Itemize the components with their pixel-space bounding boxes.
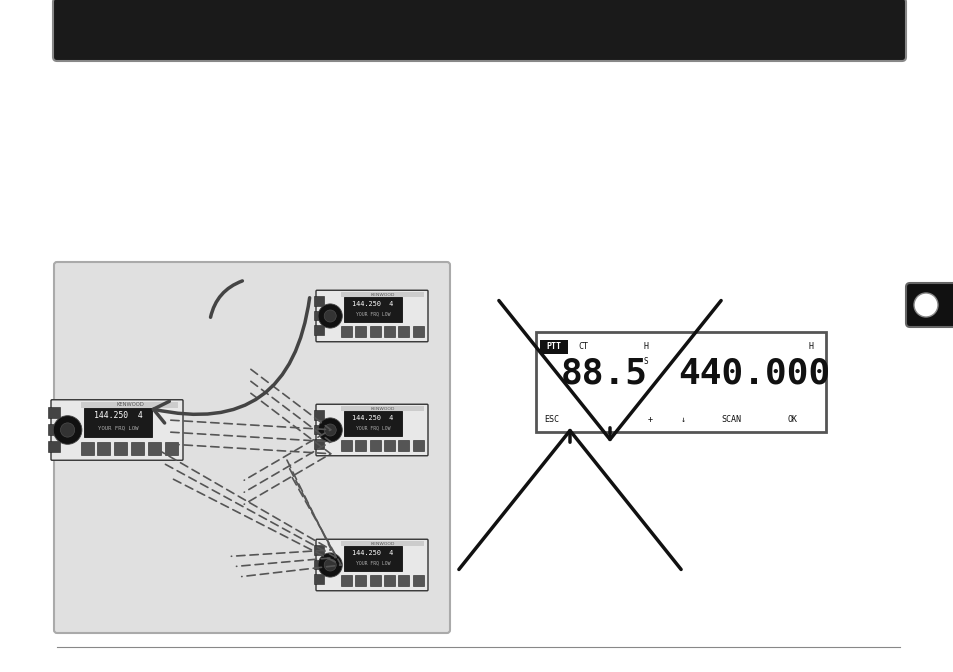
- Bar: [413, 575, 423, 586]
- Circle shape: [324, 559, 335, 571]
- Text: YOUR FRQ LOW: YOUR FRQ LOW: [355, 560, 390, 566]
- Text: 144.250  4: 144.250 4: [93, 411, 143, 421]
- Bar: [165, 442, 178, 454]
- Bar: [49, 423, 60, 435]
- Text: 144.250  4: 144.250 4: [352, 550, 394, 556]
- Bar: [80, 442, 93, 454]
- Circle shape: [317, 418, 342, 442]
- Bar: [314, 325, 324, 335]
- Circle shape: [324, 310, 335, 322]
- Bar: [314, 439, 324, 449]
- Text: S: S: [643, 358, 648, 366]
- Bar: [398, 575, 409, 586]
- Text: KENWOOD: KENWOOD: [116, 403, 144, 407]
- Bar: [49, 441, 60, 452]
- Bar: [344, 546, 401, 571]
- Circle shape: [317, 304, 342, 328]
- Text: YOUR FRQ LOW: YOUR FRQ LOW: [355, 312, 390, 317]
- Bar: [85, 408, 152, 437]
- Text: SCAN: SCAN: [720, 415, 740, 425]
- FancyBboxPatch shape: [54, 262, 450, 633]
- Text: 144.250  4: 144.250 4: [352, 415, 394, 421]
- Text: PTT: PTT: [546, 343, 561, 351]
- Bar: [539, 340, 567, 354]
- Bar: [148, 442, 161, 454]
- FancyArrowPatch shape: [153, 298, 310, 423]
- FancyBboxPatch shape: [315, 405, 428, 456]
- Circle shape: [324, 424, 335, 436]
- Bar: [355, 440, 366, 451]
- Bar: [314, 545, 324, 555]
- Bar: [341, 440, 352, 451]
- Text: KENWOOD: KENWOOD: [371, 293, 395, 297]
- Bar: [314, 560, 324, 569]
- Text: CT: CT: [578, 343, 587, 351]
- Circle shape: [53, 416, 82, 444]
- Text: KENWOOD: KENWOOD: [371, 542, 395, 546]
- FancyBboxPatch shape: [53, 0, 905, 61]
- Bar: [370, 440, 380, 451]
- Bar: [413, 440, 423, 451]
- Bar: [314, 574, 324, 584]
- Bar: [355, 326, 366, 337]
- Text: ESC: ESC: [543, 415, 558, 425]
- Bar: [384, 575, 395, 586]
- Bar: [341, 575, 352, 586]
- FancyBboxPatch shape: [905, 283, 953, 327]
- Bar: [314, 410, 324, 420]
- Bar: [341, 541, 423, 546]
- Bar: [97, 442, 111, 454]
- Text: +: +: [647, 415, 652, 425]
- Bar: [536, 332, 825, 432]
- Text: H: H: [643, 343, 648, 351]
- Bar: [398, 440, 409, 451]
- Text: KENWOOD: KENWOOD: [371, 407, 395, 411]
- Bar: [384, 326, 395, 337]
- Text: 144.250  4: 144.250 4: [352, 301, 394, 307]
- FancyArrowPatch shape: [211, 281, 242, 317]
- Circle shape: [913, 293, 937, 317]
- Text: 88.5: 88.5: [560, 357, 647, 391]
- Bar: [384, 440, 395, 451]
- Bar: [132, 442, 144, 454]
- Text: 440.000: 440.000: [678, 357, 829, 391]
- Text: ↓: ↓: [680, 415, 685, 425]
- Bar: [49, 407, 60, 418]
- Bar: [314, 296, 324, 306]
- FancyBboxPatch shape: [315, 290, 428, 342]
- Bar: [413, 326, 423, 337]
- Bar: [314, 425, 324, 435]
- Bar: [370, 575, 380, 586]
- Circle shape: [317, 553, 342, 577]
- Bar: [355, 575, 366, 586]
- Bar: [398, 326, 409, 337]
- Bar: [370, 326, 380, 337]
- Bar: [341, 292, 423, 297]
- Bar: [344, 297, 401, 322]
- Text: H: H: [807, 343, 813, 351]
- Bar: [314, 310, 324, 321]
- Text: OK: OK: [787, 415, 797, 425]
- FancyBboxPatch shape: [51, 400, 183, 460]
- Bar: [341, 326, 352, 337]
- Text: YOUR FRQ LOW: YOUR FRQ LOW: [98, 425, 138, 430]
- Bar: [341, 407, 423, 411]
- Bar: [344, 411, 401, 436]
- Text: YOUR FRQ LOW: YOUR FRQ LOW: [355, 425, 390, 431]
- Bar: [114, 442, 128, 454]
- FancyBboxPatch shape: [315, 539, 428, 591]
- Bar: [80, 402, 178, 408]
- Circle shape: [60, 423, 74, 437]
